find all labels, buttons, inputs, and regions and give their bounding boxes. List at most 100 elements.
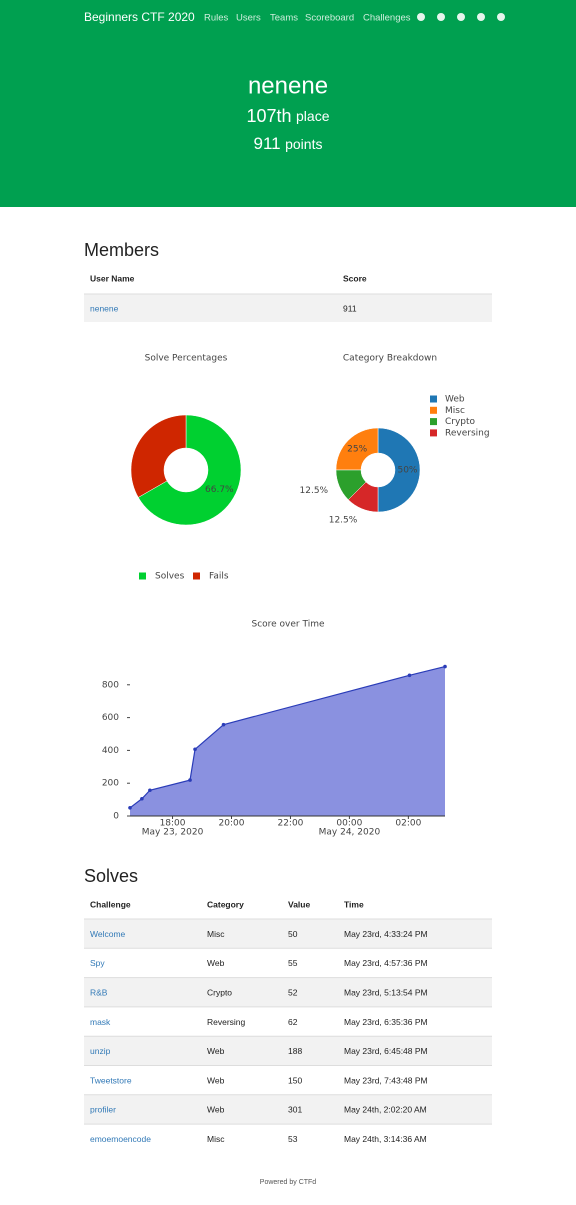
nav-icons [417,13,505,21]
legend-label: Fails [209,572,229,582]
x-tick-label: 02:00 [395,819,421,829]
cell: 911 [343,303,357,313]
cell: May 23rd, 6:35:36 PM [344,1017,428,1027]
nav-link[interactable]: Teams [270,13,298,24]
column-header: Score [343,273,367,283]
legend-swatch [430,406,437,414]
cell: Reversing [207,1017,246,1027]
icon-notifications[interactable] [417,13,425,21]
cell: May 24th, 3:14:36 AM [344,1134,427,1144]
pie-slice [137,414,242,526]
cell-link[interactable]: emoemoencode [90,1134,151,1144]
cell-link[interactable]: unzip [90,1046,111,1056]
score-value: 911 [254,134,281,153]
cell-link[interactable]: Welcome [90,929,126,939]
chart-line: Score over Time 0 200 400 600 800 18:00 20:00 22… [102,620,447,838]
nav-link[interactable]: Scoreboard [305,13,354,24]
score-unit: points [285,136,322,152]
legend-swatch [193,572,200,580]
nav-link[interactable]: Challenges [363,13,411,24]
rank-unit: place [296,108,330,124]
x-tick-label: 18:00 [160,819,186,829]
y-tick-label: 800 [102,680,119,690]
cell: 53 [288,1134,298,1144]
column-header: Category [207,899,244,909]
icon-team[interactable] [437,13,445,21]
row-stripe [84,977,492,1007]
cell: 52 [288,988,298,998]
cell: 50 [288,929,298,939]
charts: Solve Percentages 66.7% Solves Fails Categor… [102,354,490,838]
column-header: Value [288,899,310,909]
cell: Web [207,1046,225,1056]
y-tick-label: 600 [102,713,119,723]
y-tick-label: 200 [102,779,119,789]
team-name: nenene [248,72,328,99]
cell: Misc [207,1134,225,1144]
cell: Misc [207,929,225,939]
footer: Powered by CTFd [260,1179,317,1186]
slice-label: 50% [397,466,417,476]
pie-slice [335,427,379,471]
cell: Web [207,958,225,968]
icon-logout[interactable] [497,13,505,21]
score-point [221,722,226,727]
brand[interactable]: Beginners CTF 2020 [84,10,195,24]
pie-slice [377,427,421,513]
pie-slice [130,414,187,498]
slice-label: 25% [347,445,367,455]
team-score: 911 points [254,134,323,153]
score-point [188,778,192,782]
legend-swatch [430,429,437,437]
x-tick-label: 20:00 [219,819,245,829]
slice-label: 12.5% [300,486,329,496]
column-header: Time [344,899,364,909]
icon-settings[interactable] [477,13,485,21]
x-date-label: May 23, 2020 [142,828,204,838]
cell: May 23rd, 7:43:48 PM [344,1075,428,1085]
chart-title: Solve Percentages [145,354,228,364]
cell-link[interactable]: R&B [90,988,108,998]
cell: 62 [288,1017,298,1027]
cell-link[interactable]: nenene [90,303,119,313]
cell-link[interactable]: profiler [90,1105,116,1115]
chart-title: Score over Time [251,620,324,630]
cell: 150 [288,1075,302,1085]
nav-link[interactable]: Rules [204,13,229,24]
row-stripe [84,919,492,949]
y-tick-label: 0 [113,812,119,822]
nav-link[interactable]: Users [236,13,261,24]
score-point [407,673,412,678]
y-tick-label: 400 [102,746,119,756]
hero-background [0,0,576,207]
solves-title: Solves [84,866,138,886]
cell: Web [207,1105,225,1115]
cell-link[interactable]: Spy [90,958,105,968]
legend-label: Reversing [445,428,490,438]
cell-link[interactable]: mask [90,1017,111,1027]
cell: May 23rd, 6:45:48 PM [344,1046,428,1056]
legend-label: Misc [445,406,465,416]
cell: 55 [288,958,298,968]
x-date-label: May 24, 2020 [319,828,381,838]
x-tick-label: 00:00 [336,819,362,829]
slice-label: 12.5% [329,515,358,525]
column-header: Challenge [90,899,131,909]
legend-label: Solves [155,572,185,582]
chart-pie: Category Breakdown 50% 25% 12.5% 12.5% WebMis… [300,354,490,526]
score-point [128,806,132,810]
cell: May 23rd, 5:13:54 PM [344,988,428,998]
cell: 301 [288,1105,302,1115]
icon-profile[interactable] [457,13,465,21]
cell-link[interactable]: Tweetstore [90,1075,132,1085]
row-stripe [84,1036,492,1066]
legend-swatch [139,572,146,580]
slice-label: 66.7% [205,485,234,495]
score-point [148,788,152,793]
pie-slice [347,481,379,513]
team-rank: 107th place [247,106,330,126]
cell: Web [207,1075,225,1085]
legend-label: Web [445,395,465,405]
rank-value: 107th [247,106,292,126]
